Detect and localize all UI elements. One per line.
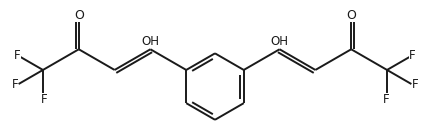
Text: O: O <box>346 9 356 22</box>
Text: OH: OH <box>141 35 160 48</box>
Text: F: F <box>41 93 48 107</box>
Text: F: F <box>382 93 389 107</box>
Text: F: F <box>12 78 18 91</box>
Text: F: F <box>412 78 418 91</box>
Text: OH: OH <box>270 35 289 48</box>
Text: O: O <box>74 9 84 22</box>
Text: F: F <box>14 49 21 62</box>
Text: F: F <box>409 49 416 62</box>
